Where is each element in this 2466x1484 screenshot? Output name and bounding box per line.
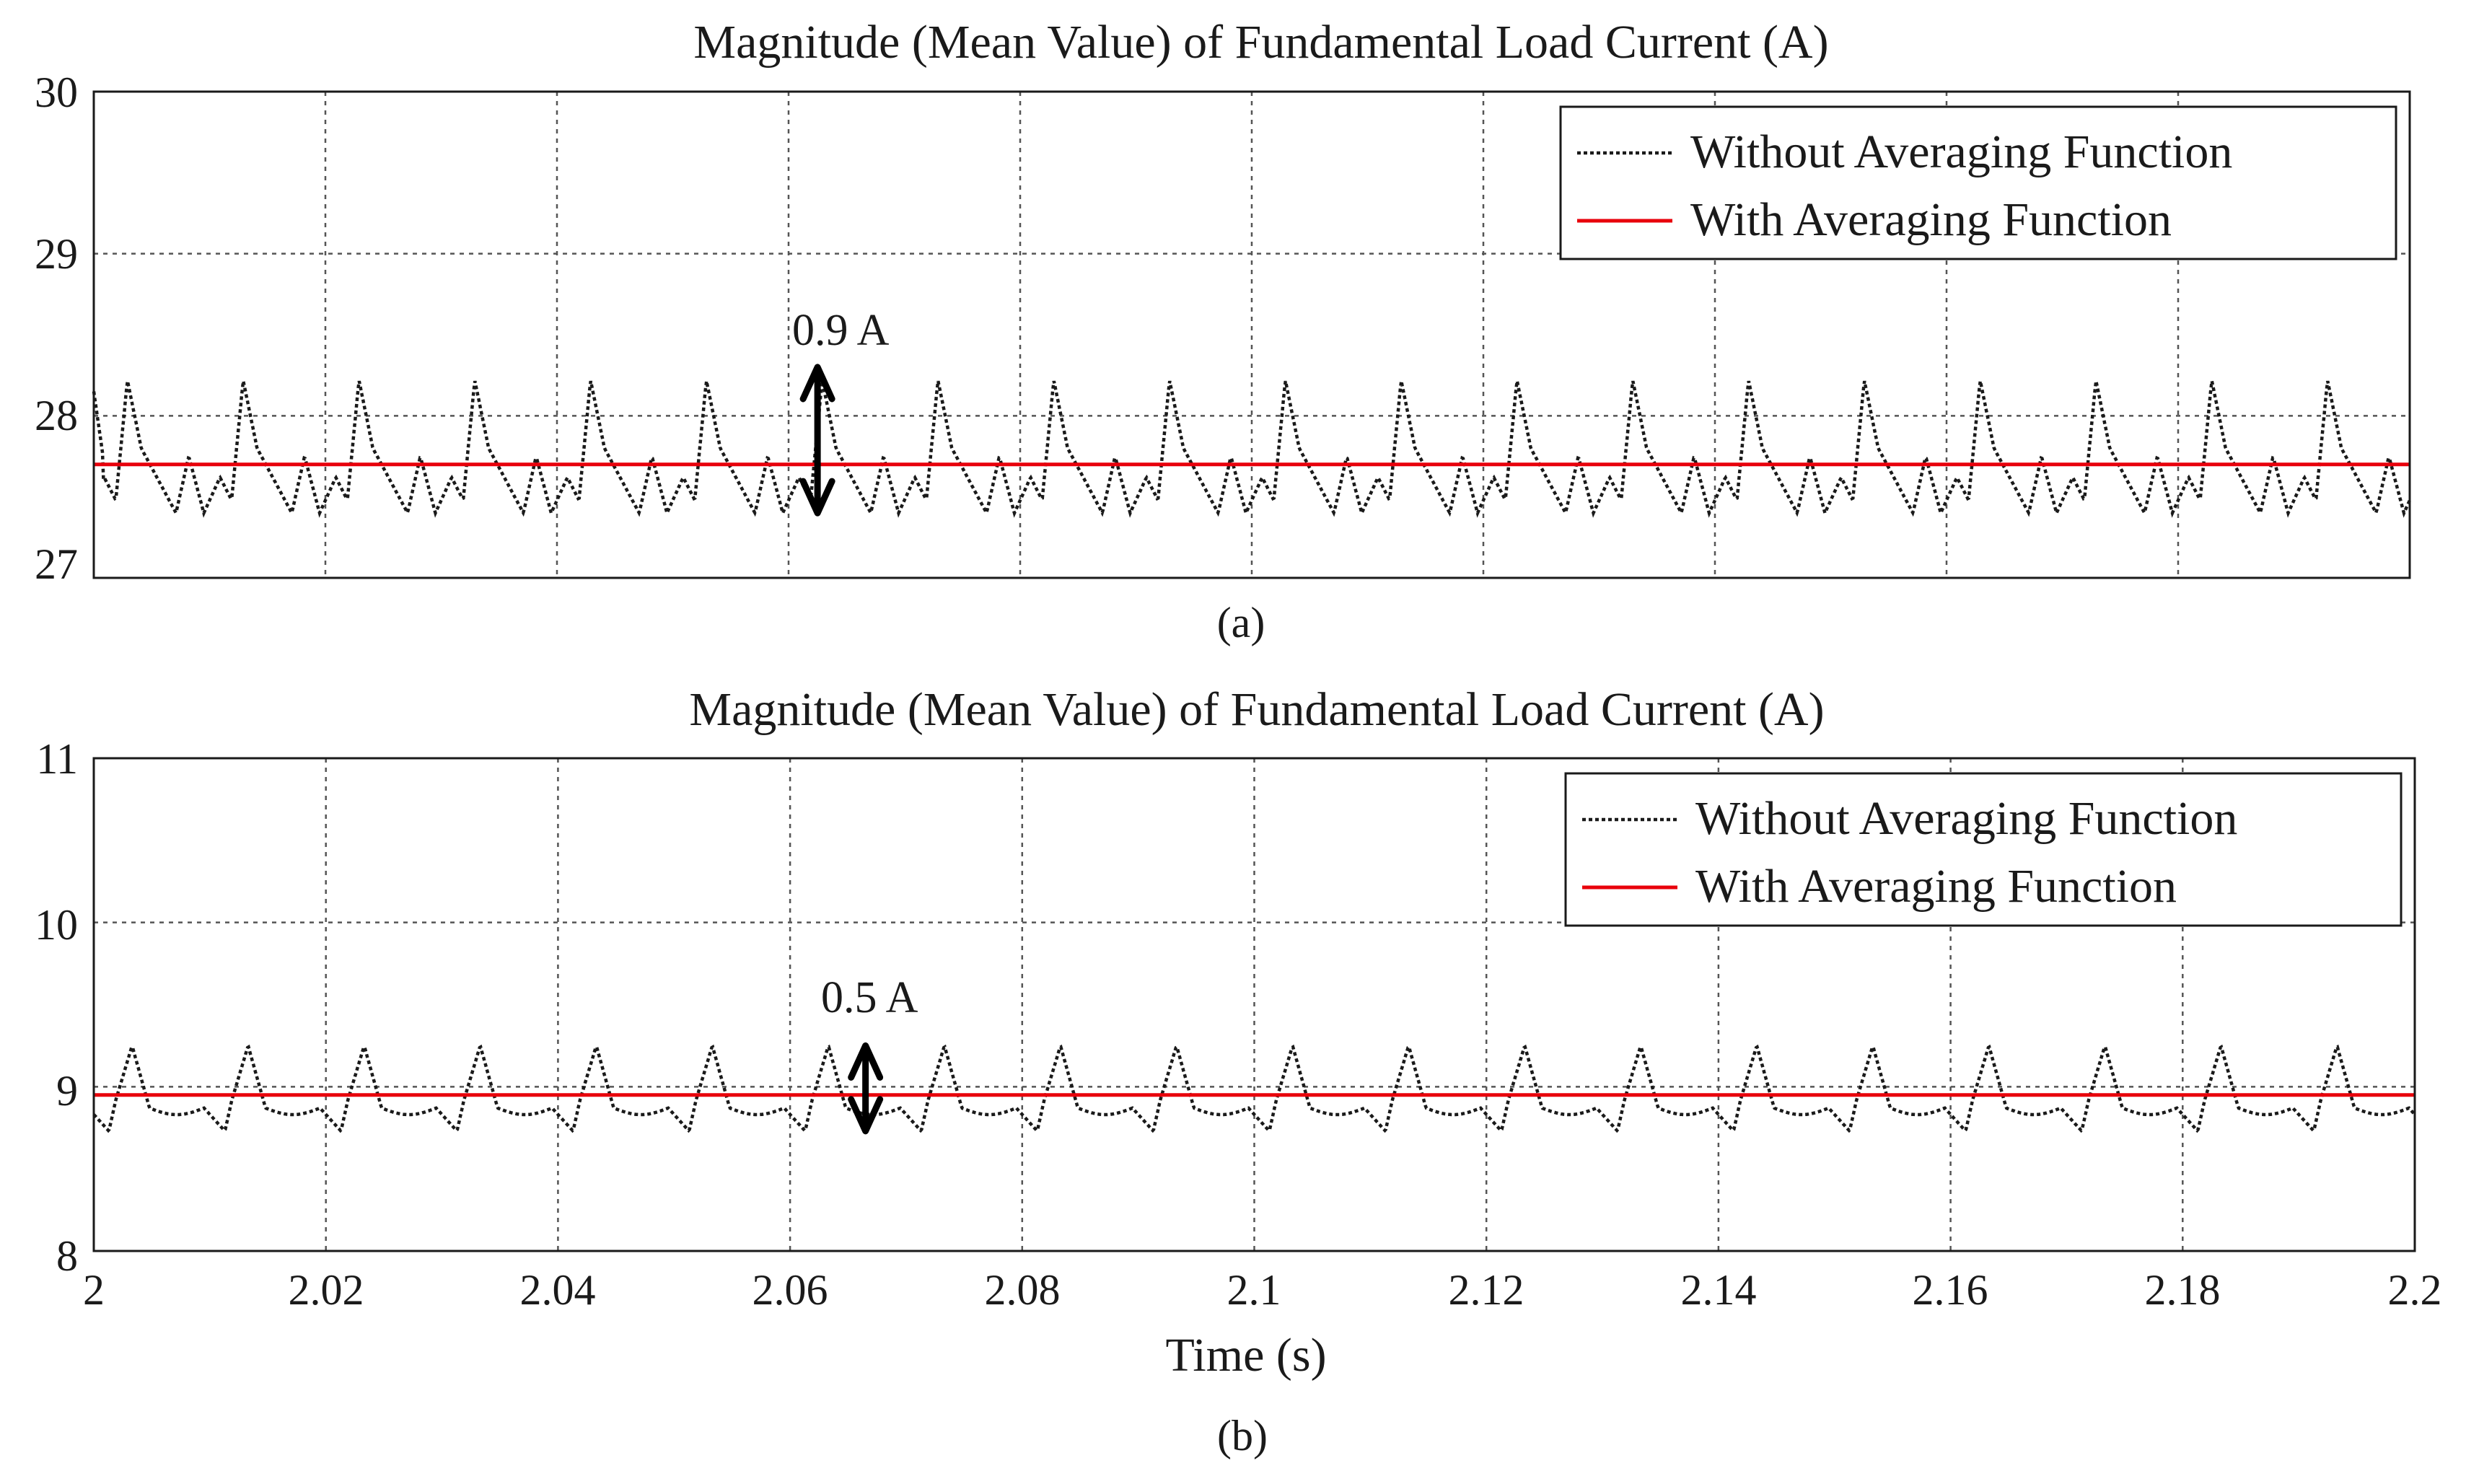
panel-b-caption: (b) [1217,1412,1268,1459]
panel-a-arrow-head-top [799,364,835,403]
panel-a-legend: Without Averaging Function With Averagin… [1559,105,2397,260]
panel-b-xtick-2.18: 2.18 [2145,1266,2221,1314]
panel-a-caption: (a) [1217,599,1265,646]
panel-b-ytick-10: 10 [35,901,78,949]
panel-b-y-ticks: 8 9 10 11 [35,735,78,1280]
panel-a-legend-box [1559,105,2397,260]
panel-b-title: Magnitude (Mean Value) of Fundamental Lo… [689,683,1824,736]
panel-b-plot-frame [92,757,2416,1252]
panel-b-xtick-2.1: 2.1 [1227,1266,1281,1314]
panel-b-series-without-averaging [92,1044,2416,1133]
panel-a-chart: Magnitude (Mean Value) of Fundamental Lo… [35,16,2412,646]
panel-b-legend-label-without: Without Averaging Function [1695,792,2237,845]
panel-a-ytick-30: 30 [35,69,78,116]
panel-a-annotation-label: 0.9 A [792,306,890,355]
panel-b-annotation-label: 0.5 A [821,973,918,1022]
panel-b-ytick-8: 8 [56,1232,78,1280]
panel-a-y-ticks: 27 28 29 30 [35,69,78,588]
panel-b-ytick-11: 11 [36,735,78,783]
panel-b-xtick-2.04: 2.04 [520,1266,596,1314]
panel-b-arrow-head-top [848,1042,884,1081]
panel-a-series-without-averaging [92,380,2412,518]
panel-b-legend-box [1564,772,2403,927]
panel-b-xtick-2.06: 2.06 [752,1266,828,1314]
panel-a-plot-frame [92,90,2411,579]
panel-a-legend-label-without: Without Averaging Function [1690,126,2232,178]
panel-b-xtick-2.08: 2.08 [985,1266,1061,1314]
panel-b-xtick-2.14: 2.14 [1681,1266,1757,1314]
panel-b-ytick-9: 9 [56,1067,78,1115]
panel-a-arrow-head-bottom [799,478,835,517]
panel-b-xtick-2.2: 2.2 [2388,1266,2442,1314]
panel-b-x-ticks: 2 2.02 2.04 2.06 2.08 2.1 2.12 2.14 2.16… [83,1266,2442,1314]
panel-a-arrow-annotation [799,364,835,517]
panel-a-ytick-29: 29 [35,230,78,278]
panel-b-arrow-head-bottom [848,1096,884,1135]
panel-b-xtick-2.16: 2.16 [1913,1266,1988,1314]
panel-a-title: Magnitude (Mean Value) of Fundamental Lo… [693,16,1828,69]
panel-b-chart: Magnitude (Mean Value) of Fundamental Lo… [35,683,2442,1459]
panel-b-x-axis-label: Time (s) [1165,1329,1326,1382]
panel-b-xtick-2.12: 2.12 [1449,1266,1524,1314]
panel-b-legend-label-with: With Averaging Function [1695,860,2177,913]
panel-b-arrow-annotation [848,1042,884,1135]
panel-b-xtick-2.02: 2.02 [289,1266,364,1314]
panel-a-ytick-28: 28 [35,392,78,439]
panel-b-legend: Without Averaging Function With Averagin… [1564,772,2403,927]
panel-a-ytick-27: 27 [35,540,78,588]
panel-b-xtick-2: 2 [83,1266,105,1314]
panel-a-legend-label-with: With Averaging Function [1690,193,2172,246]
